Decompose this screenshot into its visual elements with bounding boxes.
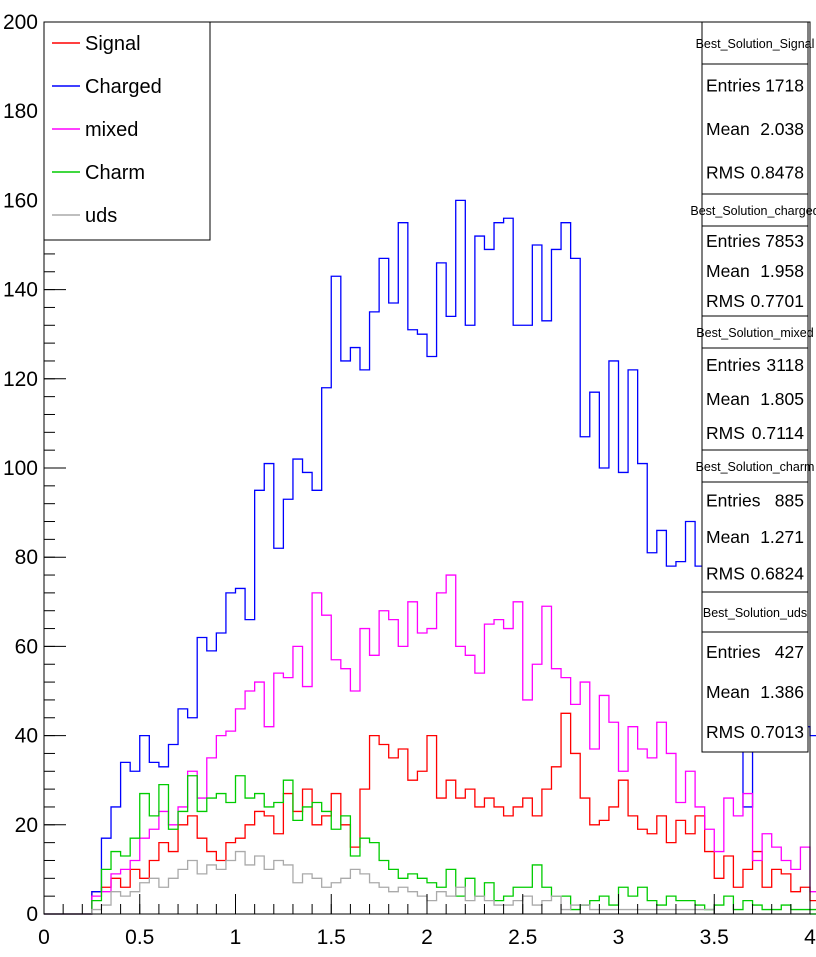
- stats-rms-value: 0.8478: [750, 162, 804, 182]
- stats-mean-value: 1.958: [760, 261, 804, 281]
- series-line-mixed: [44, 574, 816, 915]
- legend-label-charged: Charged: [85, 76, 162, 98]
- series-layer: [44, 199, 816, 915]
- legend: Signal Charged mixed Charm uds: [43, 21, 211, 241]
- stats-entries-label: Entries: [706, 642, 761, 662]
- y-tick-label: 140: [3, 279, 38, 302]
- stats-entries-label: Entries: [706, 490, 761, 510]
- y-tick-label: 120: [3, 368, 38, 391]
- x-tick-label: 2.5: [508, 926, 537, 949]
- stats-entries-label: Entries: [706, 355, 761, 375]
- y-tick-label: 60: [15, 635, 38, 658]
- stats-box-title: Best_Solution_uds: [703, 606, 807, 620]
- legend-label-uds: uds: [85, 205, 117, 227]
- stats-entries-value: 1718: [765, 76, 804, 96]
- stats-box-frame: [701, 315, 809, 451]
- x-tick-label: 3: [613, 926, 625, 949]
- stats-box-best-solution-charm: Best_Solution_charm Entries 885 Mean 1.271 RM…: [696, 449, 815, 593]
- stats-mean-label: Mean: [706, 389, 750, 409]
- x-tick-label: 4: [804, 926, 816, 949]
- stats-box-best-solution-charged: Best_Solution_charged Entries 7853 Mean 1.95…: [690, 193, 816, 317]
- stats-rms-value: 0.7013: [750, 722, 804, 742]
- y-tick-label: 20: [15, 814, 38, 837]
- stats-rms-label: RMS: [706, 423, 745, 443]
- stats-entries-label: Entries: [706, 76, 761, 96]
- stats-box-title: Best_Solution_mixed: [696, 326, 813, 340]
- x-tick-label: 1.5: [317, 926, 346, 949]
- stats-mean-value: 1.805: [760, 389, 804, 409]
- stats-mean-value: 1.271: [760, 527, 804, 547]
- stats-entries-value: 885: [775, 490, 804, 510]
- x-tick-label: 0: [38, 926, 50, 949]
- stats-box-best-solution-signal: Best_Solution_Signal Entries 1718 Mean 2.038…: [696, 21, 815, 195]
- stats-box-frame: [701, 591, 809, 753]
- y-tick-label: 200: [3, 11, 38, 34]
- y-tick-label: 40: [15, 725, 38, 748]
- stats-rms-value: 0.7114: [752, 423, 804, 443]
- stats-box-best-solution-uds: Best_Solution_uds Entries 427 Mean 1.386 RMS 0…: [701, 591, 809, 753]
- stats-entries-value: 3118: [766, 355, 804, 375]
- series-line-charm: [44, 775, 816, 915]
- stats-rms-value: 0.6824: [750, 564, 804, 584]
- y-tick-label: 0: [26, 903, 38, 926]
- stats-entries-value: 427: [775, 642, 804, 662]
- stats-box-frame: [701, 193, 809, 317]
- stats-mean-value: 2.038: [760, 119, 804, 139]
- stats-box-title: Best_Solution_charm: [696, 460, 815, 474]
- stats-box-best-solution-mixed: Best_Solution_mixed Entries 3118 Mean 1.805 R…: [696, 315, 814, 451]
- stats-entries-label: Entries: [706, 231, 761, 251]
- stats-entries-value: 7853: [765, 231, 804, 251]
- legend-label-charm: Charm: [85, 162, 145, 184]
- stats-rms-label: RMS: [706, 162, 745, 182]
- series-line-signal: [44, 712, 816, 915]
- stats-rms-label: RMS: [706, 722, 745, 742]
- x-tick-label: 0.5: [125, 926, 154, 949]
- series-line-uds: [44, 850, 810, 915]
- legend-label-signal: Signal: [85, 33, 141, 55]
- stats-box-frame: [701, 449, 809, 593]
- y-tick-label: 160: [3, 189, 38, 212]
- stats-mean-label: Mean: [706, 119, 750, 139]
- stats-mean-label: Mean: [706, 261, 750, 281]
- stats-rms-label: RMS: [706, 564, 745, 584]
- x-tick-label: 2: [421, 926, 433, 949]
- stats-box-frame: [701, 21, 809, 195]
- stats-box-title: Best_Solution_Signal: [696, 37, 815, 51]
- x-tick-label: 1: [230, 926, 242, 949]
- y-tick-label: 100: [3, 457, 38, 480]
- stats-mean-value: 1.386: [760, 682, 804, 702]
- stats-rms-label: RMS: [706, 291, 745, 311]
- stats-rms-value: 0.7701: [750, 291, 804, 311]
- legend-label-mixed: mixed: [85, 119, 138, 141]
- legend-box: [43, 21, 211, 241]
- stats-box-title: Best_Solution_charged: [690, 204, 816, 218]
- stats-mean-label: Mean: [706, 682, 750, 702]
- y-tick-label: 80: [15, 546, 38, 569]
- y-tick-label: 180: [3, 100, 38, 123]
- stats-mean-label: Mean: [706, 527, 750, 547]
- x-tick-label: 3.5: [700, 926, 729, 949]
